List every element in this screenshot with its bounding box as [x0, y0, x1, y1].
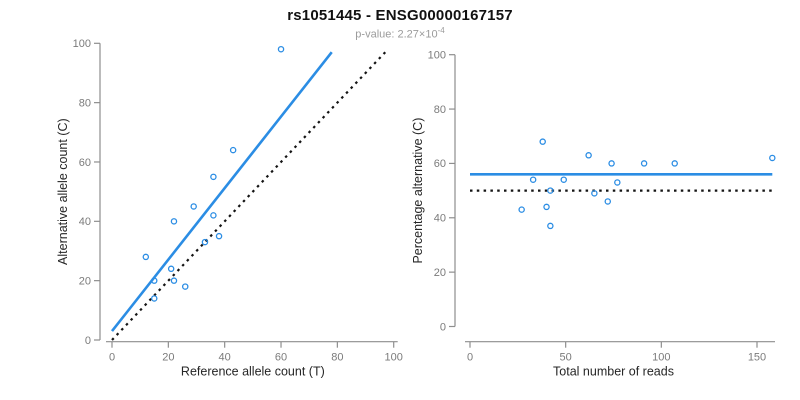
y-tick-label: 60 [79, 157, 91, 169]
y-tick-label: 100 [73, 38, 91, 50]
data-point [518, 206, 525, 213]
x-tick-label: 40 [219, 352, 231, 364]
y-axis-title: Alternative allele count (C) [56, 118, 70, 265]
data-point [210, 173, 217, 181]
p-value-prefix: p-value: [355, 28, 398, 41]
y-axis-title: Percentage alternative (C) [411, 118, 425, 264]
p-value-mantissa: 2.27×10 [397, 28, 438, 41]
data-point [560, 176, 568, 183]
y-tick-label: 60 [434, 158, 446, 170]
regression-line [110, 51, 333, 332]
x-axis: 0 20 40 60 80 100 [106, 341, 403, 364]
x-tick-label: 80 [331, 352, 343, 364]
data-point [170, 277, 178, 284]
y-tick-label: 80 [79, 97, 91, 109]
x-axis: 0 50 100 150 [465, 341, 775, 364]
data-points [518, 138, 776, 230]
data-point [215, 232, 223, 240]
data-point [539, 138, 546, 145]
p-value-subtitle: p-value: 2.27×10-4 [0, 26, 800, 41]
figure-title: rs1051445 - ENSG00000167157 [287, 7, 513, 24]
y-axis: 0 20 40 60 80 100 [73, 38, 101, 347]
data-point [543, 203, 550, 211]
data-point [190, 203, 197, 210]
x-tick-label: 0 [109, 352, 115, 364]
data-point [210, 212, 217, 219]
y-tick-label: 100 [428, 50, 446, 62]
data-point [151, 295, 158, 302]
data-point [142, 253, 150, 261]
data-point [229, 146, 237, 154]
x-tick-label: 50 [560, 352, 572, 364]
x-axis-title: Reference allele count (T) [181, 365, 325, 379]
left-scatter-plot: 0 20 40 60 80 100 0 20 40 60 80 100 Reference allele… [56, 38, 403, 379]
y-tick-label: 80 [434, 104, 446, 116]
data-point [547, 222, 554, 230]
data-point [585, 152, 592, 159]
data-point [671, 160, 678, 167]
x-tick-label: 100 [385, 352, 403, 364]
data-point [547, 187, 554, 194]
y-axis: 0 20 40 60 80 100 [428, 50, 456, 333]
data-point [769, 154, 776, 162]
y-tick-label: 0 [440, 321, 446, 333]
data-point [151, 277, 158, 284]
data-point [201, 238, 209, 246]
data-point [277, 45, 285, 53]
identity-line [111, 51, 387, 341]
y-tick-label: 0 [85, 335, 91, 347]
data-point [167, 265, 175, 273]
data-point [640, 160, 648, 167]
data-point [181, 283, 189, 290]
data-point [604, 198, 612, 205]
data-point [614, 179, 621, 186]
data-point [170, 218, 178, 225]
y-tick-label: 40 [434, 213, 446, 225]
data-point [608, 160, 615, 167]
y-tick-label: 40 [79, 216, 91, 228]
data-point [529, 176, 537, 183]
x-tick-label: 150 [748, 352, 766, 364]
data-point [591, 190, 598, 197]
x-tick-label: 0 [467, 352, 473, 364]
y-tick-label: 20 [79, 275, 91, 287]
x-tick-label: 100 [652, 352, 670, 364]
right-scatter-plot: 0 20 40 60 80 100 0 50 100 150 Total number of rea… [411, 50, 776, 379]
x-axis-title: Total number of reads [553, 365, 674, 379]
y-tick-label: 20 [434, 267, 446, 279]
x-tick-label: 60 [275, 352, 287, 364]
data-points [142, 45, 285, 302]
x-tick-label: 20 [162, 352, 174, 364]
p-value-exponent: -4 [437, 26, 445, 35]
